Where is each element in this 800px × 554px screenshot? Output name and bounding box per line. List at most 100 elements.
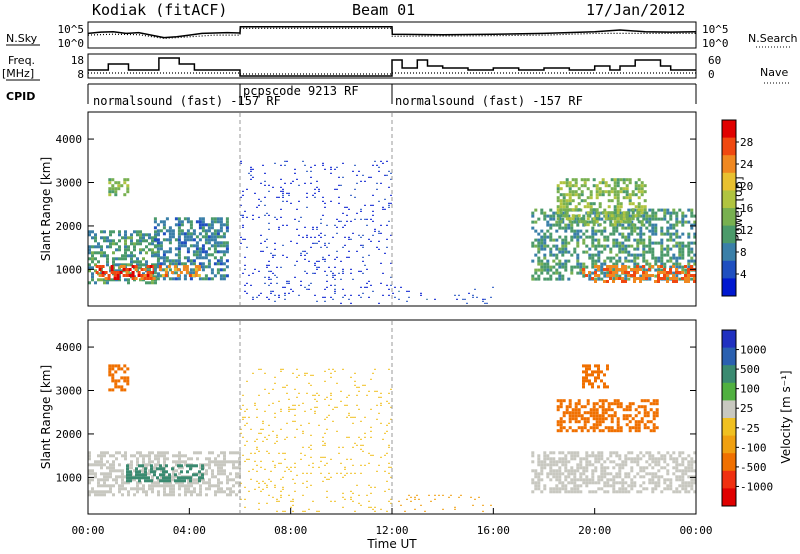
- power-cells-cell: [642, 268, 646, 272]
- power-cells-cell: [586, 187, 590, 191]
- power-cells-cell: [594, 280, 597, 283]
- power-cells-cell: [482, 300, 484, 302]
- vel-cells-cell: [129, 479, 132, 483]
- power-cells-cell: [585, 235, 589, 239]
- vel-cells-cell: [172, 454, 175, 458]
- noise-panel-frame: [87, 21, 697, 49]
- power-cells-cell: [216, 268, 220, 272]
- freq-series-nave: [88, 72, 696, 75]
- vel-cells-cell: [100, 484, 103, 488]
- power-cells-cell: [622, 214, 626, 218]
- power-cells-cell: [612, 271, 615, 274]
- power-cells-cell: [288, 292, 290, 294]
- power-cells-cell: [304, 250, 306, 252]
- vel-cells-cell: [278, 400, 280, 402]
- vel-cells-cell: [420, 504, 422, 506]
- power-cells-cell: [136, 257, 139, 261]
- vel-cells-cell: [294, 414, 296, 416]
- power-cells-cell: [219, 244, 223, 248]
- vel-cells-cell: [187, 484, 190, 488]
- power-cells-cell: [618, 250, 622, 254]
- power-cells-cell: [589, 202, 593, 206]
- power-colorbar-swatch: [722, 155, 736, 174]
- vel-cells-cell: [184, 490, 187, 494]
- vel-cells-cell: [115, 475, 118, 479]
- power-cells-cell: [192, 244, 196, 248]
- vel-cells-cell: [223, 460, 226, 464]
- power-cells-cell: [386, 284, 388, 286]
- vel-cells-cell: [588, 460, 592, 464]
- vel-cells-cell: [687, 460, 691, 464]
- vel-cells-cell: [546, 454, 550, 458]
- power-cells-cell: [124, 236, 127, 240]
- vel-cells-cell: [576, 469, 580, 473]
- power-cells-cell: [358, 234, 360, 236]
- vel-cells-cell: [595, 402, 599, 406]
- vel-cells-cell: [552, 487, 556, 491]
- vel-cells-cell: [549, 463, 553, 467]
- power-cells-cell: [118, 245, 121, 249]
- power-cells-cell: [128, 268, 132, 271]
- power-cells-cell: [592, 202, 596, 206]
- power-cells-cell: [537, 250, 541, 254]
- power-cells-cell: [666, 211, 670, 215]
- power-cells-cell: [246, 216, 248, 218]
- vel-cells-cell: [199, 463, 202, 467]
- vel-cells-cell: [189, 467, 192, 471]
- vel-cells-cell: [386, 480, 388, 482]
- power-cells-cell: [558, 247, 562, 251]
- power-cells-cell: [186, 247, 190, 251]
- power-cells-cell: [642, 259, 646, 263]
- power-cells-cell: [555, 220, 559, 224]
- vel-cells-cell: [643, 423, 647, 427]
- vel-cells-cell: [272, 430, 274, 432]
- vel-cells-cell: [583, 417, 587, 421]
- power-cells-cell: [240, 204, 242, 206]
- power-cells-cell: [622, 211, 626, 215]
- vel-cells-cell: [242, 394, 244, 396]
- vel-cells-cell: [690, 466, 694, 470]
- power-cells-cell: [690, 250, 694, 254]
- power-cells-cell: [627, 259, 631, 263]
- vel-cells-cell: [258, 482, 260, 484]
- ytick-label: 3000: [56, 385, 83, 398]
- vel-cells-cell: [332, 368, 334, 370]
- vel-cells-cell: [580, 429, 584, 433]
- vel-cells-cell: [595, 414, 599, 418]
- vel-cells-cell: [195, 473, 198, 477]
- power-cells-cell: [382, 208, 384, 210]
- power-cells-cell: [574, 193, 578, 197]
- power-cells-cell: [282, 196, 284, 198]
- power-cells-cell: [180, 223, 184, 227]
- power-cells-cell: [642, 241, 646, 245]
- power-cells-cell: [604, 214, 608, 218]
- vel-cells-cell: [334, 500, 336, 502]
- power-cells-cell: [286, 256, 288, 258]
- vel-cells-cell: [169, 487, 172, 491]
- power-cells-cell: [555, 223, 559, 227]
- power-cells-cell: [165, 229, 169, 233]
- power-cells-cell: [591, 256, 595, 260]
- power-cells-cell: [586, 211, 590, 215]
- vel-cells-cell: [603, 481, 607, 485]
- vel-cells-cell: [657, 469, 661, 473]
- power-cells-cell: [672, 256, 676, 260]
- power-cells-cell: [101, 271, 105, 274]
- power-colorbar-tick-label: 24: [740, 158, 754, 171]
- power-cells-cell: [582, 241, 586, 245]
- vel-cells-cell: [139, 481, 142, 485]
- power-cells-cell: [630, 268, 633, 271]
- vel-cells-cell: [643, 408, 647, 412]
- power-cells-cell: [546, 244, 550, 248]
- power-cells-cell: [280, 216, 282, 218]
- vel-cells-cell: [585, 451, 589, 455]
- power-cells-cell: [268, 270, 270, 272]
- power-cells-cell: [474, 288, 476, 290]
- vel-cells-cell: [622, 417, 626, 421]
- vel-cells-cell: [148, 454, 151, 458]
- power-cells-cell: [330, 284, 332, 286]
- vel-cells-cell: [254, 460, 256, 462]
- power-cells-cell: [549, 247, 553, 251]
- power-cells-cell: [320, 218, 322, 220]
- vel-cells-cell: [384, 454, 386, 456]
